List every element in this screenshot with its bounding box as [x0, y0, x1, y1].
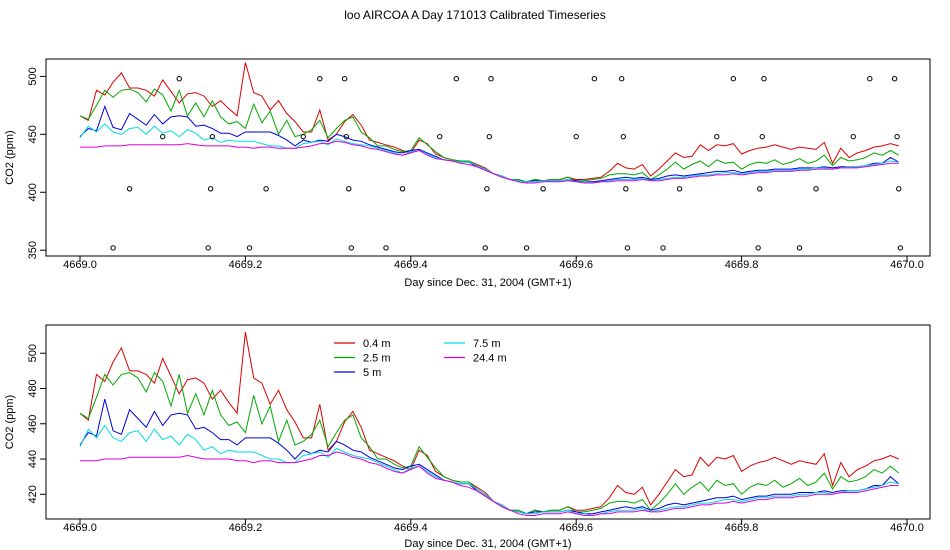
x-tick-label: 4669.2	[229, 522, 263, 534]
calibration-point	[317, 76, 323, 82]
x-tick-label: 4669.0	[63, 259, 97, 271]
x-tick-label: 4669.2	[229, 259, 263, 271]
calibration-point	[714, 133, 720, 140]
calibration-point	[126, 186, 133, 192]
calibration-point	[160, 133, 166, 140]
calibration-point	[205, 245, 211, 251]
legend-label: 2.5 m	[363, 353, 391, 365]
calibration-point	[399, 186, 406, 192]
calibration-point	[482, 245, 488, 251]
calibration-point	[813, 186, 819, 192]
series-line-7_5m	[79, 123, 899, 184]
calibration-point	[796, 245, 803, 251]
calibration-point	[540, 186, 546, 192]
y-axis-label: CO2 (ppm)	[4, 130, 16, 184]
calibration-point	[761, 76, 767, 82]
x-tick-label: 4669.8	[725, 259, 759, 271]
calibration-point	[346, 186, 352, 192]
y-tick-label: 500	[27, 67, 39, 85]
top-panel: 4669.0 4669.2 4669.4 4669.6 4669.8 4670.0 350 4…	[4, 58, 931, 289]
calibration-point	[176, 76, 182, 82]
series-line-24_4m	[80, 140, 899, 184]
calibration-point	[453, 76, 459, 82]
calibration-point	[896, 186, 902, 192]
calibration-point	[897, 245, 904, 251]
y-tick-label: 500	[27, 344, 39, 362]
x-tick-label: 4669.6	[559, 259, 593, 271]
x-tick-label: 4669.0	[63, 522, 97, 534]
x-tick-label: 4669.4	[394, 522, 428, 534]
calibration-point	[573, 133, 579, 140]
calibration-point	[591, 76, 598, 82]
legend-label: 7.5 m	[473, 338, 501, 350]
x-axis-label: Day since Dec. 31, 2004 (GMT+1)	[404, 538, 571, 550]
series-line-7_5m	[79, 424, 899, 517]
calibration-point	[850, 133, 856, 140]
calibration-point	[246, 245, 253, 251]
y-tick-label: 450	[27, 125, 39, 143]
x-tick-label: 4669.4	[394, 259, 428, 271]
calibration-point	[623, 186, 629, 192]
calibration-point	[660, 245, 666, 251]
calibration-point	[348, 245, 354, 251]
calibration-point	[383, 245, 389, 251]
calibration-point	[209, 133, 216, 140]
calibration-point	[486, 133, 493, 140]
calibration-point	[300, 133, 306, 140]
y-tick-label: 480	[27, 379, 39, 397]
series-line-2_5m	[79, 371, 900, 515]
y-tick-label: 400	[27, 183, 39, 201]
calibration-point	[759, 133, 765, 140]
chart-title: loo AIRCOA A Day 171013 Calibrated Times…	[344, 8, 606, 22]
x-tick-label: 4670.0	[890, 259, 924, 271]
series-group	[79, 332, 900, 517]
calibration-point	[488, 76, 494, 82]
x-tick-label: 4669.6	[559, 522, 593, 534]
legend-label: 24.4 m	[473, 353, 507, 365]
series-line-0_4m	[79, 332, 899, 515]
calibration-point	[867, 76, 873, 82]
x-tick-label: 4670.0	[890, 522, 924, 534]
legend-label: 0.4 m	[363, 338, 391, 350]
calibration-point	[484, 186, 490, 192]
calibration-point	[207, 186, 214, 192]
calibration-point	[894, 133, 900, 140]
calibration-point	[343, 133, 349, 140]
series-group	[79, 62, 899, 184]
calibration-point	[620, 133, 627, 140]
y-tick-label: 350	[27, 241, 39, 259]
series-line-24_4m	[80, 451, 899, 516]
calibration-point	[730, 76, 737, 82]
bottom-panel: 4669.0 4669.2 4669.4 4669.6 4669.8 4670.0 420 4…	[4, 324, 931, 550]
x-axis-label: Day since Dec. 31, 2004 (GMT+1)	[404, 277, 571, 289]
plot-frame	[45, 324, 931, 520]
calibration-point	[757, 186, 763, 192]
calibration-point	[676, 186, 683, 192]
x-tick-label: 4669.8	[725, 522, 759, 534]
y-tick-label: 440	[27, 450, 39, 468]
calibration-point	[341, 76, 348, 82]
calibration-point	[523, 245, 530, 251]
calibration-point	[437, 133, 443, 140]
series-line-0_4m	[79, 62, 899, 183]
y-tick-label: 420	[27, 485, 39, 503]
series-line-2_5m	[79, 88, 899, 183]
plot-frame	[45, 58, 931, 257]
y-tick-label: 460	[27, 415, 39, 433]
legend-label: 5 m	[363, 367, 381, 379]
calibration-point	[624, 245, 631, 251]
calibration-point	[891, 76, 898, 82]
calibration-point	[263, 186, 269, 192]
calibration-point	[110, 245, 116, 251]
calibration-point	[618, 76, 625, 82]
y-axis-label: CO2 (ppm)	[4, 395, 16, 449]
calibration-point	[755, 245, 761, 251]
